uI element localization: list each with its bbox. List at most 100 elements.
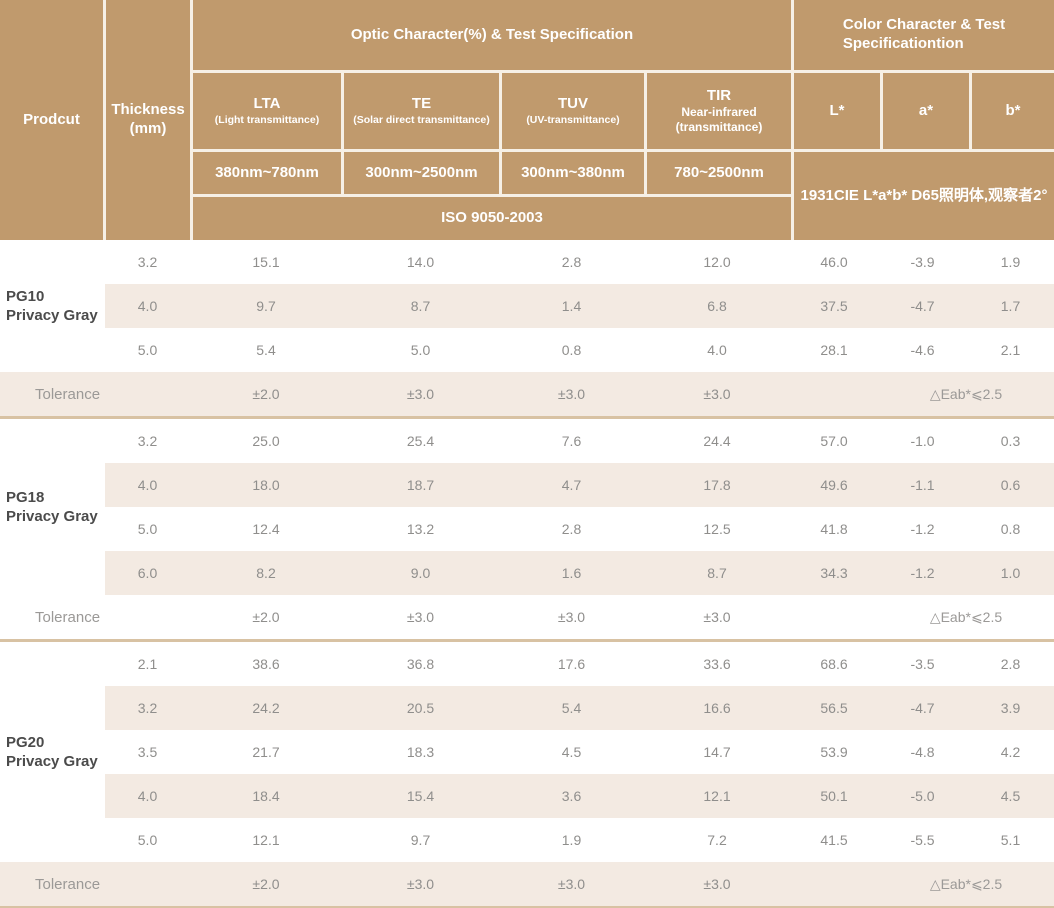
value-cell: 2.8 <box>561 254 582 270</box>
header-color-group-title: Color Character & Test Specificationtion <box>794 0 1054 70</box>
header-thickness-line2: (mm) <box>129 120 167 137</box>
value-cell: 36.8 <box>406 656 435 672</box>
value-cell: -3.5 <box>910 656 935 672</box>
header-range-tuv: 300nm~380nm <box>502 152 644 194</box>
product-section: PG18 Privacy Gray 3.2 25.0 25.4 7.6 24.4 57.0 -1… <box>0 419 1054 639</box>
value-cell: 0.8 <box>1000 521 1021 537</box>
section-divider <box>0 639 1054 642</box>
value-cell: 9.7 <box>410 832 431 848</box>
tolerance-label: Tolerance <box>35 875 101 893</box>
value-cell: 37.5 <box>820 298 848 314</box>
table-row: 4.0 18.4 15.4 3.6 12.1 50.1 -5.0 4.5 <box>0 774 1054 818</box>
thickness-cell: 4.0 <box>137 788 158 804</box>
product-series: Privacy Gray <box>6 307 98 324</box>
thickness-cell: 3.5 <box>137 744 158 760</box>
header-optic-group-title: Optic Character(%) & Test Specification <box>193 0 791 70</box>
value-cell: 3.6 <box>561 788 582 804</box>
table-body: PG10 Privacy Gray 3.2 15.1 14.0 2.8 12.0 46.0 -3… <box>0 240 1054 908</box>
value-cell: 5.1 <box>1000 832 1021 848</box>
product-name: PG10 Privacy Gray <box>0 240 105 372</box>
header-col-tuv: TUV (UV-transmittance) <box>502 73 644 149</box>
value-cell: 5.4 <box>256 342 276 358</box>
value-cell: 18.7 <box>406 477 435 493</box>
section-divider <box>0 906 1054 908</box>
value-cell: 18.0 <box>252 477 280 493</box>
value-cell: 1.6 <box>561 565 582 581</box>
table-row: 3.2 24.2 20.5 5.4 16.6 56.5 -4.7 3.9 <box>0 686 1054 730</box>
thickness-cell: 2.1 <box>137 656 158 672</box>
value-cell: 0.6 <box>1000 477 1021 493</box>
value-cell: -1.2 <box>910 565 935 581</box>
header-range-te: 300nm~2500nm <box>344 152 499 194</box>
tolerance-label: Tolerance <box>35 608 101 626</box>
thickness-cell: 4.0 <box>137 298 158 314</box>
tolerance-value: ±3.0 <box>406 609 435 625</box>
value-cell: 15.1 <box>252 254 280 270</box>
value-cell: 56.5 <box>820 700 848 716</box>
tolerance-value: ±3.0 <box>406 876 435 892</box>
tolerance-row: Tolerance ±2.0 ±3.0 ±3.0 ±3.0 △Eab*⩽2.5 <box>0 862 1054 906</box>
value-cell: 38.6 <box>252 656 280 672</box>
value-cell: 9.0 <box>410 565 431 581</box>
table-row: 5.0 5.4 5.0 0.8 4.0 28.1 -4.6 2.1 <box>0 328 1054 372</box>
thickness-cell: 6.0 <box>137 565 158 581</box>
thickness-cell: 3.2 <box>137 700 158 716</box>
value-cell: 8.2 <box>256 565 276 581</box>
tolerance-label: Tolerance <box>35 385 101 403</box>
eab-tolerance: △Eab*⩽2.5 <box>929 385 1003 402</box>
value-cell: 24.4 <box>703 433 731 449</box>
value-cell: -4.8 <box>910 744 935 760</box>
value-cell: 21.7 <box>252 744 280 760</box>
value-cell: 17.8 <box>703 477 731 493</box>
value-cell: 9.7 <box>256 298 276 314</box>
thickness-cell: 4.0 <box>137 477 158 493</box>
value-cell: 34.3 <box>820 565 848 581</box>
value-cell: 41.8 <box>820 521 848 537</box>
value-cell: 1.9 <box>561 832 582 848</box>
value-cell: 1.7 <box>1000 298 1021 314</box>
header-col-tir: TIR Near-infrared (transmittance) <box>647 73 791 149</box>
section-divider <box>0 416 1054 419</box>
tolerance-value: ±3.0 <box>406 386 435 402</box>
value-cell: -5.5 <box>910 832 935 848</box>
header-col-te: TE (Solar direct transmittance) <box>344 73 499 149</box>
value-cell: 2.8 <box>1000 656 1021 672</box>
tolerance-row: Tolerance ±2.0 ±3.0 ±3.0 ±3.0 △Eab*⩽2.5 <box>0 595 1054 639</box>
tolerance-value: ±3.0 <box>557 876 586 892</box>
tolerance-value: ±2.0 <box>252 386 280 402</box>
table-header: Prodcut Thickness (mm) Optic Character(%… <box>0 0 1054 240</box>
tolerance-value: ±3.0 <box>703 876 731 892</box>
value-cell: 13.2 <box>406 521 435 537</box>
value-cell: 46.0 <box>820 254 848 270</box>
header-thickness: Thickness (mm) <box>106 0 190 240</box>
header-color-title-line2: Specificationtion <box>842 35 964 52</box>
tolerance-value: ±3.0 <box>557 609 586 625</box>
header-col-astar: a* <box>883 73 969 149</box>
table-row: 3.2 25.0 25.4 7.6 24.4 57.0 -1.0 0.3 <box>0 419 1054 463</box>
table-row: 3.2 15.1 14.0 2.8 12.0 46.0 -3.9 1.9 <box>0 240 1054 284</box>
value-cell: 2.1 <box>1000 342 1021 358</box>
header-thickness-line1: Thickness <box>111 101 185 119</box>
eab-tolerance: △Eab*⩽2.5 <box>929 608 1003 625</box>
tolerance-value: ±2.0 <box>252 609 280 625</box>
header-iso-standard: ISO 9050-2003 <box>193 197 791 240</box>
tolerance-row: Tolerance ±2.0 ±3.0 ±3.0 ±3.0 △Eab*⩽2.5 <box>0 372 1054 416</box>
value-cell: 7.2 <box>707 832 727 848</box>
value-cell: 57.0 <box>820 433 848 449</box>
table-row: 4.0 9.7 8.7 1.4 6.8 37.5 -4.7 1.7 <box>0 284 1054 328</box>
thickness-cell: 5.0 <box>137 342 158 358</box>
value-cell: 4.5 <box>1000 788 1021 804</box>
product-series: Privacy Gray <box>6 753 98 770</box>
value-cell: 33.6 <box>703 656 731 672</box>
tolerance-value: ±3.0 <box>703 609 731 625</box>
product-code: PG10 <box>6 287 45 305</box>
value-cell: 5.4 <box>561 700 582 716</box>
value-cell: 4.5 <box>561 744 582 760</box>
thickness-cell: 3.2 <box>137 433 158 449</box>
value-cell: 0.8 <box>561 342 582 358</box>
table-row: 3.5 21.7 18.3 4.5 14.7 53.9 -4.8 4.2 <box>0 730 1054 774</box>
value-cell: 50.1 <box>820 788 848 804</box>
value-cell: 25.0 <box>252 433 280 449</box>
table-row: 4.0 18.0 18.7 4.7 17.8 49.6 -1.1 0.6 <box>0 463 1054 507</box>
